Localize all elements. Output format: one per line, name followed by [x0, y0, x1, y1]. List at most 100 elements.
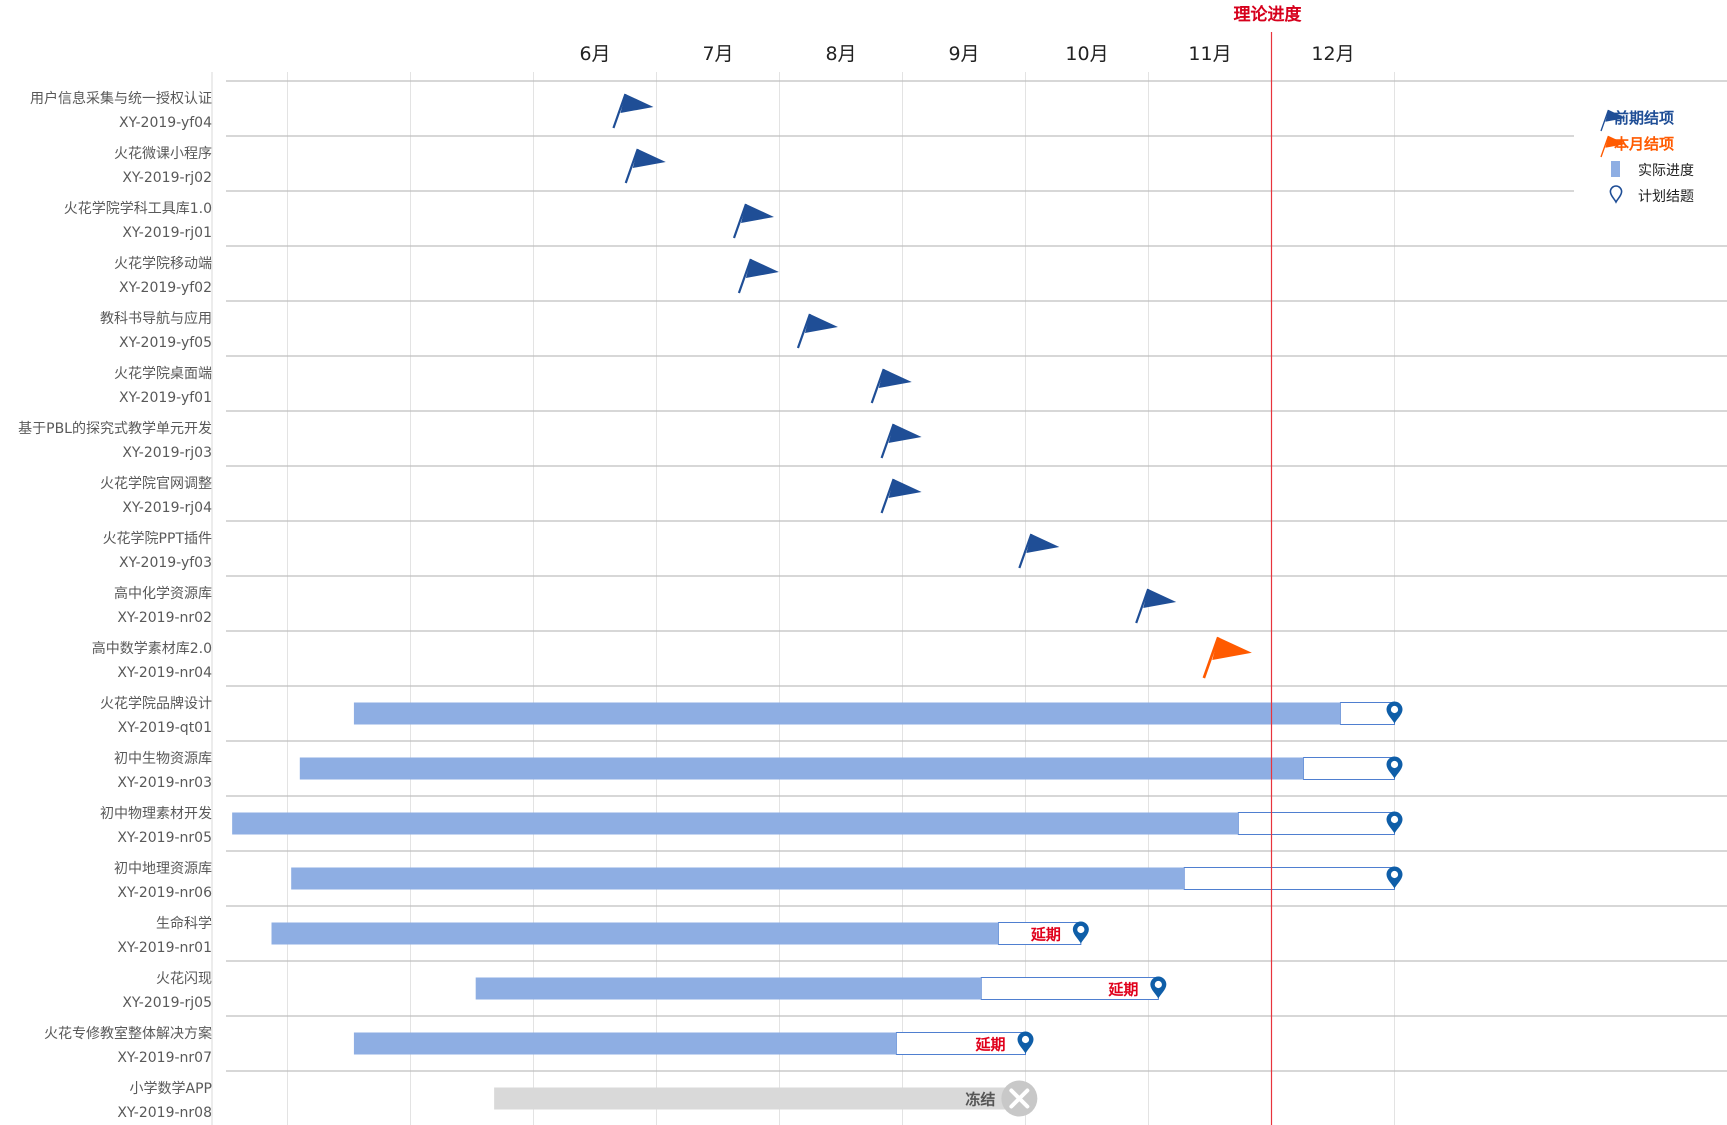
early-completed-flag-icon: [737, 258, 779, 294]
project-row: 初中生物资源库 XY-2019-nr03: [114, 750, 1403, 791]
project-name: 火花专修教室整体解决方案: [44, 1025, 212, 1042]
planned-completion-pin-icon: [1386, 756, 1403, 779]
project-name: 生命科学: [156, 915, 212, 932]
early-completed-flag-icon: [1135, 588, 1177, 624]
project-code: XY-2019-yf05: [119, 335, 212, 351]
project-code: XY-2019-yf01: [119, 390, 212, 406]
actual-progress-bar: [232, 812, 1239, 835]
project-row: 火花闪现 XY-2019-rj05 延期: [122, 971, 1167, 1011]
legend-item: 计划结题: [1609, 185, 1694, 205]
project-name: 高中化学资源库: [114, 585, 212, 602]
delay-status: 延期: [974, 1036, 1005, 1054]
project-code: XY-2019-rj02: [122, 170, 212, 186]
project-row: 火花学院PPT插件 XY-2019-yf03: [103, 531, 1060, 571]
planned-completion-pin-icon: [1150, 976, 1167, 999]
project-row: 高中数学素材库2.0 XY-2019-nr04: [92, 636, 1252, 681]
theory-progress-marker: 理论进度: [1234, 4, 1303, 1125]
project-name: 初中生物资源库: [114, 750, 212, 767]
planned-remaining-bar: [895, 1032, 1026, 1055]
project-row: 用户信息采集与统一授权认证 XY-2019-yf04: [30, 90, 654, 131]
project-code: XY-2019-rj01: [122, 225, 212, 241]
project-code: XY-2019-qt01: [118, 720, 212, 736]
project-code: XY-2019-yf03: [119, 555, 212, 571]
actual-progress-bar: [299, 757, 1304, 780]
project-row: 火花学院桌面端 XY-2019-yf01: [114, 366, 912, 406]
location-pin-icon: [1609, 185, 1623, 204]
month-axis: 6月 7月 8月 9月 10月 11月 12月: [579, 43, 1354, 65]
early-completed-flag-icon: [880, 478, 922, 514]
early-completed-flag-icon: [612, 93, 654, 129]
planned-completion-pin-icon: [1386, 701, 1403, 724]
project-code: XY-2019-rj03: [122, 445, 212, 461]
planned-completion-pin-icon: [1072, 921, 1089, 944]
legend-item: 前期结项: [1600, 109, 1674, 132]
grid-lines: [211, 72, 1727, 1125]
frozen-status: 冻结: [965, 1091, 995, 1109]
planned-completion-pin-icon: [1386, 866, 1403, 889]
project-code: XY-2019-yf04: [119, 115, 212, 131]
early-completed-flag-icon: [1018, 533, 1060, 569]
early-completed-flag-icon: [796, 313, 838, 349]
actual-progress-bar: [353, 702, 1341, 725]
project-code: XY-2019-nr07: [117, 1050, 212, 1066]
project-name: 用户信息采集与统一授权认证: [30, 90, 212, 107]
project-code: XY-2019-nr04: [117, 665, 212, 681]
project-row: 基于PBL的探究式教学单元开发 XY-2019-rj03: [18, 420, 922, 461]
month-label: 8月: [825, 43, 856, 65]
actual-progress-bar: [353, 1032, 897, 1055]
planned-completion-pin-icon: [1386, 811, 1403, 834]
project-row: 火花学院官网调整 XY-2019-rj04: [100, 476, 922, 516]
project-row: 高中化学资源库 XY-2019-nr02: [114, 585, 1177, 626]
legend-label: 前期结项: [1614, 109, 1674, 127]
project-code: XY-2019-rj05: [122, 995, 212, 1011]
project-code: XY-2019-nr06: [117, 885, 212, 901]
month-completed-flag-icon: [1202, 636, 1252, 679]
actual-progress-bar: [475, 977, 982, 1000]
planned-completion-pin-icon: [1017, 1031, 1034, 1054]
legend-label: 计划结题: [1638, 189, 1694, 205]
project-name: 火花学院品牌设计: [100, 695, 212, 712]
project-row: 火花专修教室整体解决方案 XY-2019-nr07 延期: [44, 1025, 1034, 1066]
blue-flag-icon: [1600, 109, 1626, 132]
month-label: 7月: [702, 43, 733, 65]
project-code: XY-2019-nr08: [117, 1105, 212, 1121]
legend-item: 实际进度: [1611, 161, 1694, 179]
project-row: 初中物理素材开发 XY-2019-nr05: [100, 805, 1403, 846]
project-name: 火花学院官网调整: [100, 476, 212, 492]
project-name: 基于PBL的探究式教学单元开发: [18, 420, 212, 437]
month-label: 10月: [1065, 43, 1108, 65]
planned-remaining-bar: [1183, 867, 1396, 890]
project-name: 初中地理资源库: [114, 860, 212, 877]
project-row: 教科书导航与应用 XY-2019-yf05: [100, 310, 838, 351]
project-row: 小学数学APP XY-2019-nr08 冻结: [117, 1080, 1038, 1121]
project-name: 火花学院桌面端: [114, 366, 212, 382]
project-row: 火花学院品牌设计 XY-2019-qt01: [100, 695, 1403, 736]
delay-status: 延期: [1030, 926, 1061, 944]
month-label: 12月: [1311, 43, 1354, 65]
project-name: 初中物理素材开发: [100, 805, 212, 822]
bar-swatch-icon: [1611, 161, 1620, 177]
project-name: 火花学院PPT插件: [103, 531, 212, 547]
project-name: 高中数学素材库2.0: [92, 640, 212, 657]
project-name: 火花闪现: [156, 971, 212, 987]
actual-progress-bar: [271, 922, 999, 945]
legend-label: 实际进度: [1638, 163, 1694, 179]
project-row: 火花微课小程序 XY-2019-rj02: [114, 146, 666, 186]
planned-remaining-bar: [1302, 757, 1395, 780]
delay-status: 延期: [1107, 981, 1138, 999]
project-name: 小学数学APP: [130, 1081, 212, 1097]
project-code: XY-2019-yf02: [119, 280, 212, 296]
project-rows: 用户信息采集与统一授权认证 XY-2019-yf04 火花微课小程序 XY-2019-…: [18, 90, 1403, 1121]
early-completed-flag-icon: [880, 423, 922, 459]
project-code: XY-2019-nr02: [117, 610, 212, 626]
project-row: 生命科学 XY-2019-nr01 延期: [117, 915, 1089, 956]
theory-progress-label: 理论进度: [1234, 4, 1303, 25]
planned-remaining-bar: [1339, 702, 1396, 725]
project-row: 初中地理资源库 XY-2019-nr06: [114, 860, 1403, 901]
planned-remaining-bar: [1237, 812, 1396, 835]
month-label: 11月: [1188, 43, 1231, 65]
actual-progress-bar: [291, 867, 1185, 890]
early-completed-flag-icon: [732, 203, 774, 239]
